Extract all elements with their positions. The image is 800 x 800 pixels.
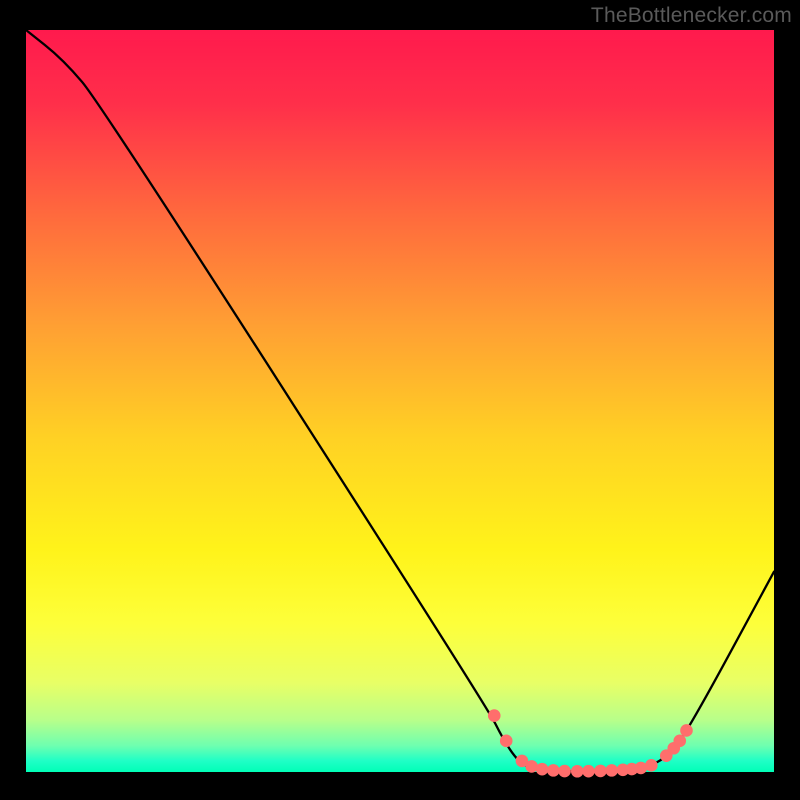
data-marker xyxy=(646,760,658,772)
data-marker xyxy=(548,765,560,777)
chart-svg xyxy=(0,0,800,800)
data-marker xyxy=(635,762,647,774)
watermark-text: TheBottlenecker.com xyxy=(591,4,792,28)
data-marker xyxy=(606,765,618,777)
data-marker xyxy=(681,725,693,737)
data-marker xyxy=(526,761,538,773)
data-marker xyxy=(536,763,548,775)
data-marker xyxy=(488,710,500,722)
data-marker xyxy=(583,765,595,777)
chart-stage: TheBottlenecker.com xyxy=(0,0,800,800)
data-marker xyxy=(595,765,607,777)
plot-area xyxy=(26,30,774,772)
data-marker xyxy=(571,765,583,777)
data-marker xyxy=(674,735,686,747)
data-marker xyxy=(559,765,571,777)
data-marker xyxy=(500,735,512,747)
